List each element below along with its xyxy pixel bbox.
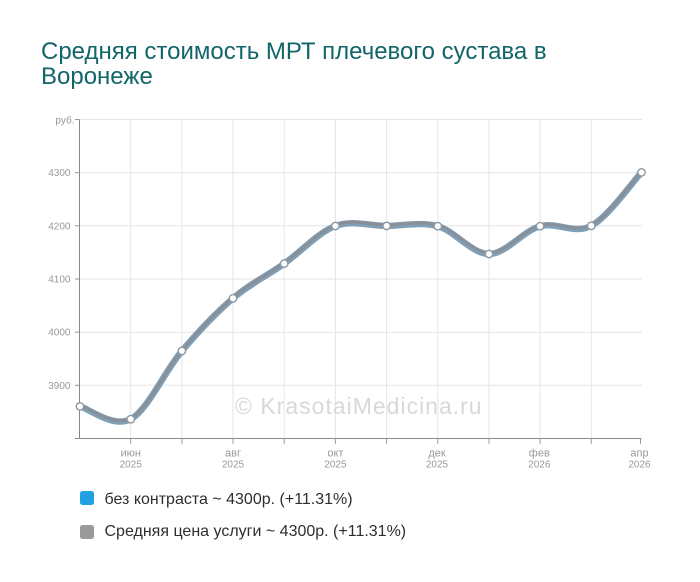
svg-text:дек: дек bbox=[428, 448, 446, 460]
svg-text:4300: 4300 bbox=[48, 168, 71, 179]
svg-text:3900: 3900 bbox=[48, 381, 71, 392]
svg-text:окт: окт bbox=[327, 448, 343, 460]
svg-text:2025: 2025 bbox=[324, 459, 347, 470]
svg-text:2026: 2026 bbox=[528, 459, 551, 470]
svg-text:4100: 4100 bbox=[48, 275, 71, 286]
svg-text:авг: авг bbox=[225, 448, 241, 460]
svg-text:фев: фев bbox=[529, 448, 550, 460]
svg-text:4000: 4000 bbox=[48, 328, 71, 339]
svg-text:2025: 2025 bbox=[120, 459, 143, 470]
svg-text:апр: апр bbox=[630, 448, 648, 460]
svg-text:4200: 4200 bbox=[48, 221, 71, 232]
svg-text:2025: 2025 bbox=[426, 459, 449, 470]
svg-text:2025: 2025 bbox=[222, 459, 245, 470]
svg-text:© KrasotaiMedicina.ru: © KrasotaiMedicina.ru bbox=[235, 393, 483, 419]
svg-text:2026: 2026 bbox=[628, 459, 651, 470]
svg-text:июн: июн bbox=[120, 448, 140, 460]
svg-text:руб.: руб. bbox=[55, 115, 74, 127]
